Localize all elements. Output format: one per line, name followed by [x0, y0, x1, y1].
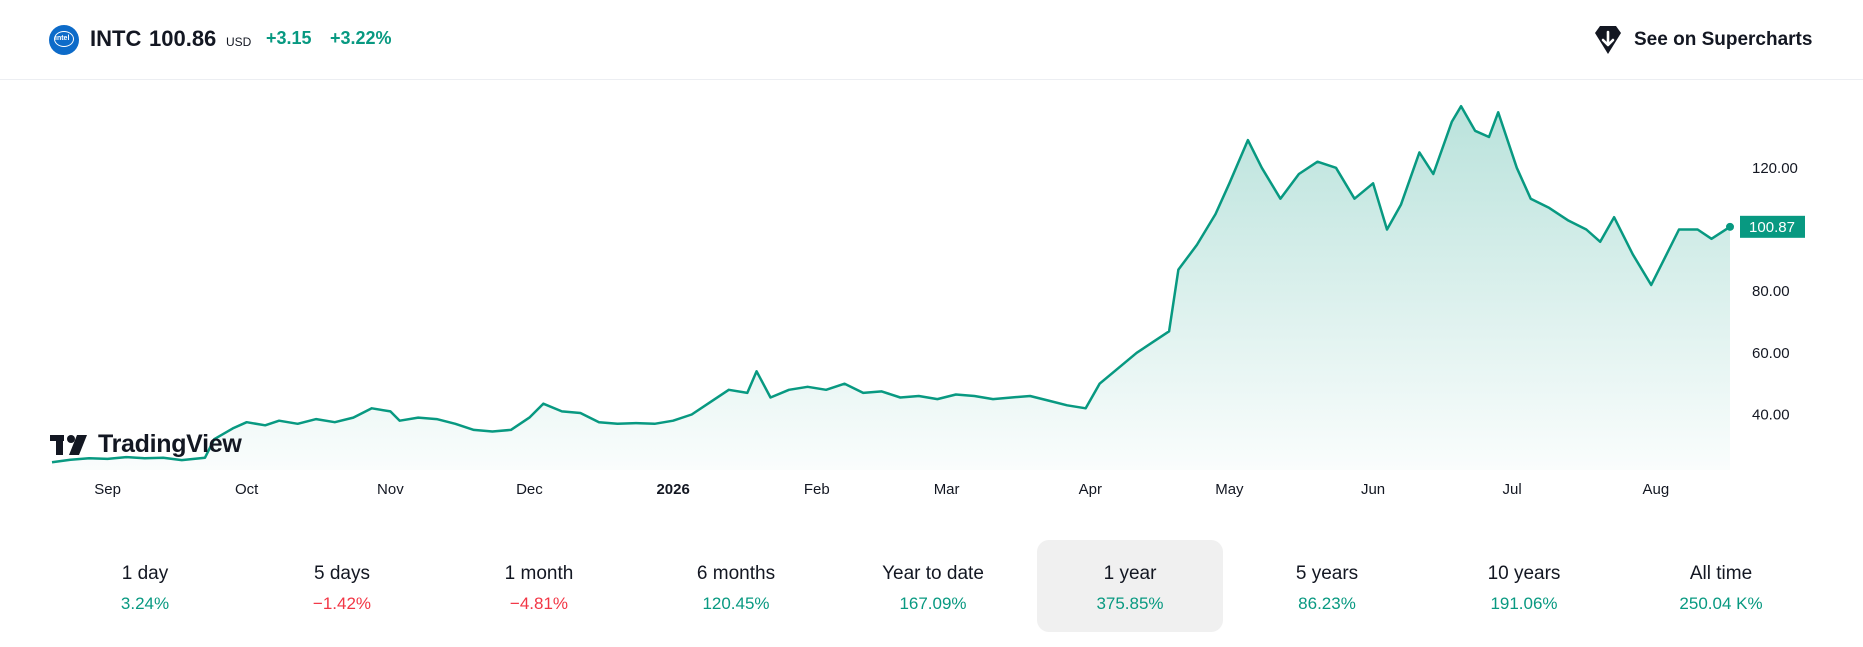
x-tick-label: May — [1215, 481, 1244, 498]
period-tab-change: 191.06% — [1490, 594, 1558, 613]
period-tab-label: 5 years — [1295, 563, 1359, 584]
price-change: +3.15 — [266, 28, 312, 48]
x-axis: Sep Oct Nov Dec 2026 Feb Mar Apr May Jun Jul Aug — [94, 481, 1669, 498]
period-tab-10-years[interactable]: 10 years 191.06% — [1431, 540, 1617, 632]
price-chart: 40.00 60.00 80.00 120.00 Sep Oct Nov Dec 2026 Fe… — [51, 104, 1805, 498]
y-tick-label: 40.00 — [1752, 407, 1790, 424]
x-tick-label: Jul — [1503, 481, 1522, 498]
last-price-label: 100.87 — [1740, 215, 1805, 238]
period-tab-year-to-date[interactable]: Year to date 167.09% — [840, 540, 1026, 632]
y-axis: 40.00 60.00 80.00 120.00 — [1752, 160, 1798, 424]
period-tab-change: −4.81% — [509, 594, 569, 613]
x-tick-label: 2026 — [656, 481, 689, 498]
ticker-symbol: INTC — [90, 26, 142, 51]
period-tab-1-month[interactable]: 1 month −4.81% — [446, 540, 632, 632]
last-price-dot — [1726, 222, 1734, 231]
period-tab-all-time[interactable]: All time 250.04 K% — [1628, 540, 1814, 632]
x-tick-label: Sep — [94, 481, 121, 498]
period-tab-label: 10 years — [1487, 563, 1561, 584]
price-line — [51, 104, 1731, 464]
tradingview-logo-icon — [50, 434, 87, 455]
see-on-supercharts-link[interactable]: See on Supercharts — [1594, 24, 1812, 56]
period-tab-6-months[interactable]: 6 months 120.45% — [643, 540, 829, 632]
y-tick-label: 120.00 — [1752, 160, 1798, 177]
period-tab-change: 120.45% — [702, 594, 770, 613]
period-tab-change: 167.09% — [899, 594, 967, 613]
period-tab-change: 3.24% — [120, 594, 170, 613]
period-tab-change: 375.85% — [1096, 594, 1164, 613]
logo-text: intel — [55, 35, 70, 42]
intel-logo-icon: intel — [49, 25, 79, 55]
supercharts-icon — [1595, 26, 1621, 54]
current-price: 100.86 — [149, 26, 217, 51]
header-bar: intel INTC 100.86 USD +3.15 +3.22% See o… — [0, 0, 1863, 80]
last-price-label-text: 100.87 — [1749, 219, 1795, 236]
supercharts-label: See on Supercharts — [1634, 29, 1813, 50]
x-tick-label: Aug — [1642, 481, 1669, 498]
period-tab-label: All time — [1689, 563, 1753, 584]
period-tab-change: −1.42% — [312, 594, 372, 613]
tradingview-wordmark: TradingView — [98, 430, 242, 458]
period-tab-1-year[interactable]: 1 year 375.85% — [1037, 540, 1223, 632]
period-tab-label: 5 days — [314, 563, 370, 584]
x-tick-label: Mar — [934, 481, 960, 498]
period-tab-1-day[interactable]: 1 day 3.24% — [52, 540, 238, 632]
y-tick-label: 60.00 — [1752, 345, 1790, 362]
period-tabs: 1 day 3.24% 5 days −1.42% 1 month −4.81% 6 mon… — [52, 540, 1812, 632]
last-price-label-bg — [1740, 215, 1805, 238]
price-change-percent: +3.22% — [330, 28, 392, 48]
period-tab-label: 1 day — [121, 563, 169, 584]
period-tab-change: 86.23% — [1298, 594, 1356, 613]
period-tab-label: Year to date — [882, 563, 984, 584]
period-tab-label: 1 month — [504, 563, 574, 584]
y-tick-label: 80.00 — [1752, 283, 1790, 300]
period-tab-5-days[interactable]: 5 days −1.42% — [249, 540, 435, 632]
x-tick-label: Nov — [377, 481, 404, 498]
period-tab-change: 250.04 K% — [1679, 594, 1763, 613]
x-tick-label: Jun — [1361, 481, 1385, 498]
period-tab-label: 1 year — [1103, 563, 1157, 584]
tradingview-watermark: TradingView — [50, 430, 242, 459]
price-area-fill — [52, 106, 1730, 470]
period-tab-label: 6 months — [696, 563, 776, 584]
x-tick-label: Apr — [1079, 481, 1102, 498]
x-tick-label: Dec — [516, 481, 543, 498]
period-tab-5-years[interactable]: 5 years 86.23% — [1234, 540, 1420, 632]
x-tick-label: Feb — [804, 481, 830, 498]
x-tick-label: Oct — [235, 481, 259, 498]
currency-label: USD — [226, 35, 252, 49]
